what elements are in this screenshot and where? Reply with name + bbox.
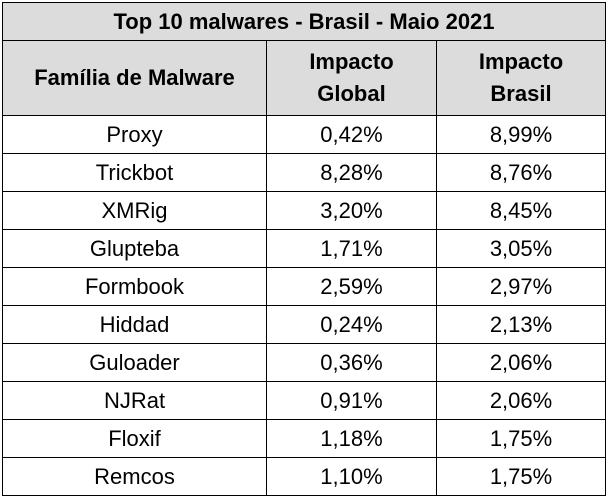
table-row: XMRig 3,20% 8,45% [2,191,607,230]
cell-impacto-global: 3,20% [266,191,437,230]
cell-impacto-brasil: 1,75% [435,419,607,458]
header-impacto-brasil-line1: Impacto [478,49,564,74]
cell-family: XMRig [2,191,267,230]
cell-impacto-brasil: 3,05% [435,229,607,268]
cell-impacto-brasil: 2,06% [435,381,607,420]
table-title: Top 10 malwares - Brasil - Maio 2021 [1,2,607,41]
cell-impacto-global: 8,28% [266,153,437,192]
cell-impacto-brasil: 8,99% [435,115,607,154]
table-row: Floxif 1,18% 1,75% [2,419,607,458]
cell-impacto-global: 2,59% [266,267,437,306]
cell-family: Glupteba [2,229,267,268]
cell-impacto-brasil: 2,06% [435,343,607,382]
cell-impacto-brasil: 8,76% [435,153,607,192]
header-row: Família de Malware Impacto Global Impact… [2,40,607,116]
title-row: Top 10 malwares - Brasil - Maio 2021 [1,2,607,41]
cell-impacto-global: 1,18% [266,419,437,458]
cell-impacto-global: 1,71% [266,229,437,268]
header-impacto-brasil: Impacto Brasil [435,40,607,116]
cell-impacto-global: 0,24% [266,305,437,344]
cell-impacto-global: 1,10% [266,457,437,496]
table-row: Guloader 0,36% 2,06% [2,343,607,382]
cell-family: NJRat [2,381,267,420]
cell-family: Remcos [2,457,267,496]
table-row: NJRat 0,91% 2,06% [2,381,607,420]
header-impacto-global-line2: Global [317,81,386,106]
cell-family: Trickbot [2,153,267,192]
table-row: Glupteba 1,71% 3,05% [2,229,607,268]
cell-impacto-global: 0,42% [266,115,437,154]
header-impacto-global-line1: Impacto [309,49,394,74]
header-impacto-brasil-line2: Brasil [490,81,552,106]
cell-impacto-global: 0,36% [266,343,437,382]
cell-family: Hiddad [2,305,267,344]
cell-impacto-brasil: 1,75% [435,457,607,496]
cell-impacto-global: 0,91% [266,381,437,420]
cell-impacto-brasil: 8,45% [435,191,607,230]
cell-family: Guloader [2,343,267,382]
table-row: Remcos 1,10% 1,75% [2,457,607,496]
cell-family: Formbook [2,267,267,306]
cell-family: Proxy [2,115,267,154]
table-row: Proxy 0,42% 8,99% [2,115,607,154]
cell-impacto-brasil: 2,13% [435,305,607,344]
table-row: Trickbot 8,28% 8,76% [2,153,607,192]
table-row: Formbook 2,59% 2,97% [2,267,607,306]
table-row: Hiddad 0,24% 2,13% [2,305,607,344]
cell-impacto-brasil: 2,97% [435,267,607,306]
cell-family: Floxif [2,419,267,458]
header-impacto-global: Impacto Global [266,40,437,116]
header-family: Família de Malware [2,40,267,116]
